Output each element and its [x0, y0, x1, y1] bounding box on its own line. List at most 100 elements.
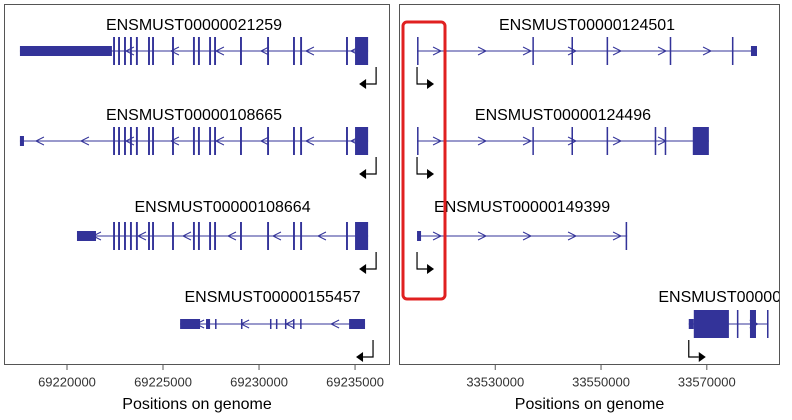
strand-chevron [522, 231, 533, 241]
exon [148, 37, 150, 65]
strand-chevron [226, 231, 237, 241]
strand-chevron [259, 136, 270, 146]
exon [197, 37, 200, 65]
tss-arrow [363, 340, 374, 358]
utr [19, 136, 24, 146]
panel-frame [399, 4, 780, 365]
x-tick-label: 33530000 [466, 374, 524, 389]
exon [417, 127, 419, 155]
utr [688, 319, 694, 329]
exon [240, 222, 242, 250]
utr [300, 319, 302, 329]
x-tick-label: 33550000 [572, 374, 630, 389]
x-axis-label: Positions on genome [515, 396, 665, 413]
exon [124, 37, 126, 65]
strand-chevron [567, 136, 578, 146]
exon [172, 127, 174, 155]
utr [293, 319, 295, 329]
exon [417, 37, 419, 65]
strand-chevron [477, 231, 488, 241]
exon [124, 222, 126, 250]
exon [209, 37, 212, 65]
exon [355, 222, 369, 250]
exon [118, 127, 120, 155]
exon [293, 37, 295, 65]
highlight-box [401, 20, 447, 301]
strand-chevron [522, 46, 533, 56]
tss-arrow [688, 340, 699, 358]
exon [152, 37, 154, 65]
exon [209, 127, 212, 155]
tss-arrowhead [359, 169, 367, 179]
exon [532, 127, 534, 155]
axes: 69220000 69225000 69230000 69235000 Position… [38, 365, 736, 413]
strand-chevron [612, 136, 623, 146]
strand-chevron [304, 46, 315, 56]
strand-chevron [657, 46, 668, 56]
x-tick-label: 69220000 [38, 374, 96, 389]
exon [214, 222, 217, 250]
exon [197, 222, 200, 250]
strand-chevron [34, 136, 45, 146]
exon [118, 222, 120, 250]
exon [664, 127, 667, 155]
x-tick-label: 69235000 [326, 374, 384, 389]
utr [269, 319, 272, 329]
exon [113, 37, 115, 65]
exon [113, 222, 115, 250]
exon [240, 37, 242, 65]
x-axis-label: Positions on genome [122, 396, 272, 413]
strand-chevron [169, 46, 180, 56]
strand-chevron [522, 136, 533, 146]
strand-chevron [304, 136, 315, 146]
exon [197, 127, 200, 155]
strand-chevron [432, 46, 443, 56]
transcript-name: ENSMUST00000021259 [106, 17, 282, 34]
utr [750, 46, 757, 56]
exon [192, 37, 195, 65]
strand-chevron [181, 231, 192, 241]
tss-arrowhead [427, 169, 435, 179]
panel: ENSMUST00000124501 ENSMUST00000124496 ENSM… [416, 17, 779, 362]
exon [267, 222, 270, 250]
exon [148, 127, 150, 155]
tss-arrowhead [359, 264, 367, 274]
strand-chevron [79, 136, 90, 146]
exon [346, 37, 348, 65]
utr [417, 231, 422, 241]
strand-chevron [259, 46, 270, 56]
exon [192, 127, 195, 155]
strand-chevron [612, 46, 623, 56]
exon [654, 127, 657, 155]
strand-chevron [169, 136, 180, 146]
strand-chevron [432, 136, 443, 146]
utr [275, 319, 278, 329]
exon [135, 127, 138, 155]
exon [148, 222, 150, 250]
exon [606, 127, 609, 155]
exon [625, 222, 628, 250]
tss-arrow [366, 252, 377, 270]
exon [209, 222, 212, 250]
exon [692, 127, 709, 155]
tss-arrow [416, 67, 428, 85]
exon [293, 222, 295, 250]
utr [215, 319, 217, 329]
tss-arrow [416, 157, 428, 175]
exon [571, 37, 573, 65]
x-tick-label: 69225000 [134, 374, 192, 389]
exon [355, 127, 369, 155]
exon [736, 310, 739, 338]
exon [300, 127, 303, 155]
utr [240, 319, 243, 329]
exon [152, 222, 154, 250]
exon [267, 127, 270, 155]
exon [669, 37, 672, 65]
tss-arrowhead [359, 79, 367, 89]
exon [172, 37, 174, 65]
exon [693, 310, 729, 338]
exon [124, 127, 126, 155]
exon [749, 310, 756, 338]
exon [135, 37, 138, 65]
